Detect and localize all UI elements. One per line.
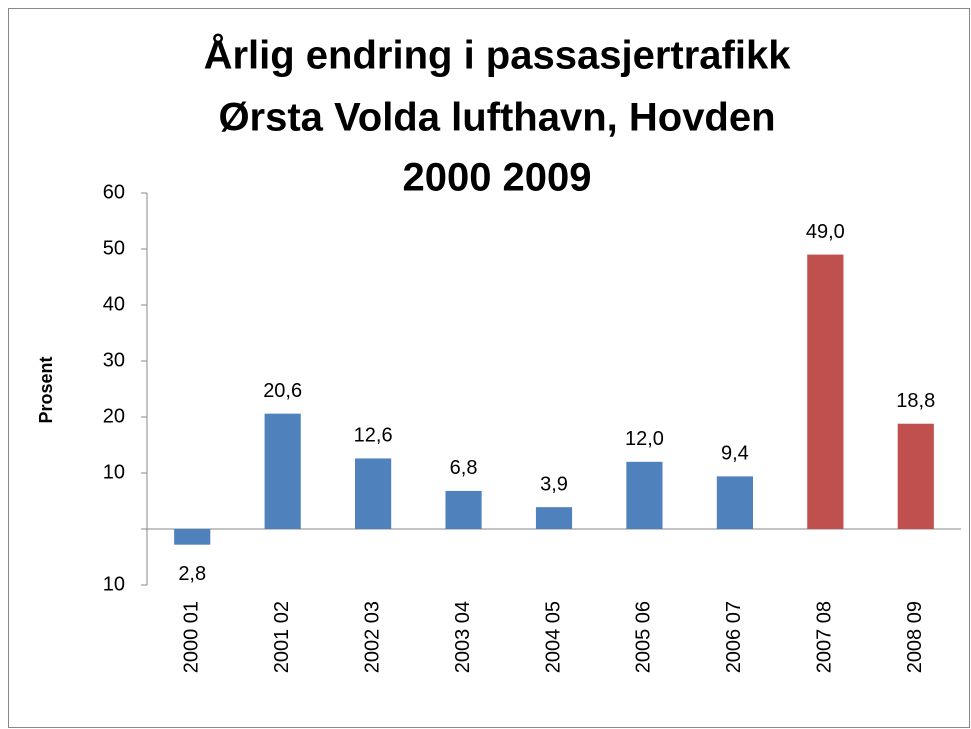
y-tick-label: 50 <box>103 237 125 259</box>
y-tick-label: 10 <box>103 573 125 595</box>
bar <box>626 461 663 529</box>
x-tick-label: 2008 09 <box>904 601 926 673</box>
bar <box>535 507 573 529</box>
data-label: 49,0 <box>806 221 845 243</box>
x-tick-label: 2007 08 <box>814 601 836 673</box>
y-tick-label: 20 <box>103 405 125 427</box>
data-label: 12,0 <box>625 428 664 450</box>
x-tick-label: 2005 06 <box>633 601 655 673</box>
bar <box>897 423 934 529</box>
data-label: 2,8 <box>178 563 206 585</box>
data-label: 12,6 <box>354 425 393 447</box>
x-tick-label: 2004 05 <box>542 601 564 673</box>
bar <box>174 529 211 545</box>
data-label: 3,9 <box>540 473 568 495</box>
data-label: 18,8 <box>896 390 935 412</box>
y-tick-label: 30 <box>103 349 125 371</box>
bar <box>445 490 482 529</box>
bar <box>264 413 301 529</box>
y-tick-label: 60 <box>103 181 125 203</box>
x-tick-label: 2000 01 <box>181 601 203 673</box>
chart-title-line: Ørsta Volda lufthavn, Hovden <box>218 96 775 140</box>
y-tick-label: 40 <box>103 293 125 315</box>
y-tick-label: 10 <box>103 461 125 483</box>
x-tick-label: 2006 07 <box>723 601 745 673</box>
data-label: 20,6 <box>263 380 302 402</box>
data-label: 6,8 <box>450 457 478 479</box>
x-tick-label: 2001 02 <box>271 601 293 673</box>
data-label: 9,4 <box>721 443 749 465</box>
bar <box>355 458 392 529</box>
chart-title-line: 2000 2009 <box>402 156 591 200</box>
bar <box>807 254 844 529</box>
x-tick-label: 2003 04 <box>452 601 474 673</box>
chart-title-line: Årlig endring i passasjertrafikk <box>204 33 792 78</box>
chart-border <box>8 8 970 728</box>
y-axis-label: Prosent <box>36 356 56 423</box>
bar <box>716 476 753 529</box>
x-tick-label: 2002 03 <box>361 601 383 673</box>
